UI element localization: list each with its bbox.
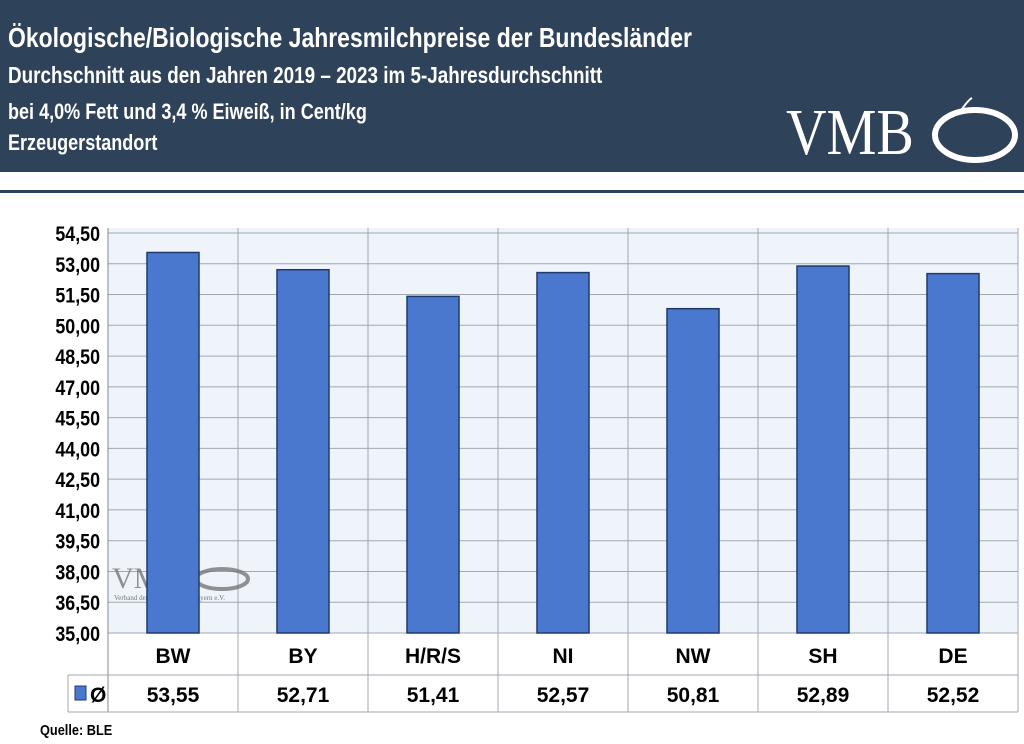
x-category-label: BY — [288, 645, 317, 668]
y-tick-label: 41,00 — [55, 500, 100, 524]
y-tick-label: 36,50 — [55, 592, 100, 616]
y-tick-label: 53,00 — [55, 253, 100, 277]
x-category-label: BW — [156, 645, 191, 668]
vmb-logo: VMB — [786, 96, 914, 169]
y-tick-label: 47,00 — [55, 377, 100, 401]
y-tick-label: 45,50 — [55, 407, 100, 431]
chart-title: Ökologische/Biologische Jahresmilchpreis… — [8, 22, 692, 53]
chart-subtitle-2: bei 4,0% Fett und 3,4 % Eiweiß, in Cent/… — [8, 99, 367, 124]
bar — [276, 268, 330, 634]
y-tick-label: 35,00 — [55, 623, 100, 647]
bar — [146, 251, 200, 634]
value-label: 50,81 — [667, 684, 720, 707]
legend-key-icon — [74, 685, 87, 701]
value-label: 51,41 — [407, 684, 460, 707]
x-category-label: H/R/S — [405, 645, 461, 668]
value-label: 52,89 — [797, 684, 850, 707]
value-label: 52,52 — [927, 684, 980, 707]
x-category-label: NI — [553, 645, 574, 668]
y-tick-label: 51,50 — [55, 284, 100, 308]
y-tick-label: 39,50 — [55, 530, 100, 554]
bar — [796, 265, 850, 634]
y-tick-label: 50,00 — [55, 315, 100, 339]
y-tick-label: 44,00 — [55, 438, 100, 462]
x-category-label: NW — [676, 645, 711, 668]
chart-subtitle-3: Erzeugerstandort — [8, 130, 158, 155]
value-label: 53,55 — [147, 684, 200, 707]
bar — [536, 271, 590, 634]
y-tick-label: 42,50 — [55, 469, 100, 493]
y-tick-label: 54,50 — [55, 223, 100, 247]
x-category-label: DE — [938, 645, 967, 668]
header: Ökologische/Biologische Jahresmilchpreis… — [0, 0, 1024, 172]
x-category-label: SH — [808, 645, 837, 668]
legend-series-name: Ø — [90, 684, 106, 707]
bar — [666, 307, 720, 634]
value-label: 52,57 — [537, 684, 590, 707]
header-rule — [0, 190, 1024, 193]
source-note: Quelle: BLE — [40, 722, 113, 739]
value-label: 52,71 — [277, 684, 330, 707]
y-tick-label: 48,50 — [55, 346, 100, 370]
chart-subtitle: Durchschnitt aus den Jahren 2019 – 2023 … — [8, 62, 603, 88]
logo-emblem-icon — [932, 97, 1018, 163]
bar — [926, 272, 980, 634]
y-tick-label: 38,00 — [55, 561, 100, 585]
bar — [406, 295, 460, 634]
